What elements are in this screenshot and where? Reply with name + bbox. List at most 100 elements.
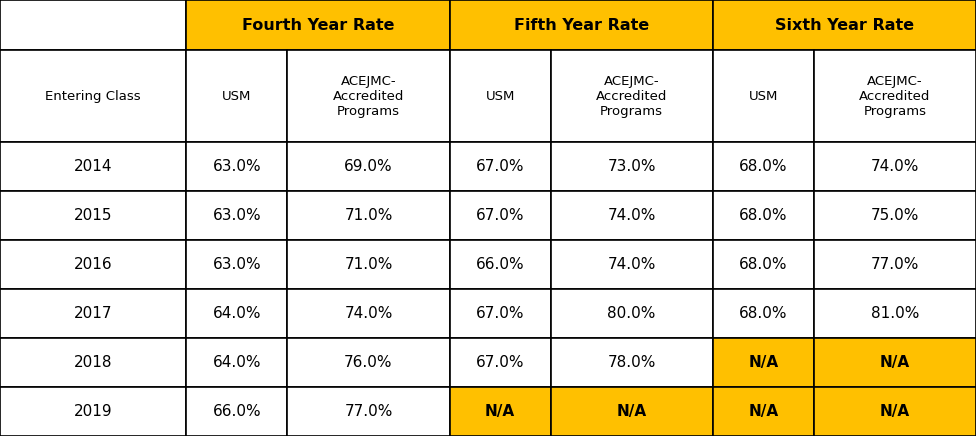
Text: 2019: 2019	[74, 404, 112, 419]
Text: 80.0%: 80.0%	[607, 306, 656, 321]
Bar	[186, 289, 287, 338]
Text: 68.0%: 68.0%	[739, 208, 788, 223]
Text: 74.0%: 74.0%	[607, 208, 656, 223]
Bar	[186, 338, 287, 387]
Bar	[712, 142, 814, 191]
Text: Entering Class: Entering Class	[46, 90, 141, 103]
Text: 68.0%: 68.0%	[739, 257, 788, 272]
Bar	[550, 387, 712, 436]
Bar	[450, 338, 550, 387]
Bar	[814, 142, 976, 191]
Text: 74.0%: 74.0%	[345, 306, 392, 321]
Text: 81.0%: 81.0%	[871, 306, 919, 321]
Bar	[450, 50, 550, 142]
Bar	[712, 387, 814, 436]
Bar	[550, 240, 712, 289]
Text: 75.0%: 75.0%	[871, 208, 919, 223]
Bar	[0, 50, 186, 142]
Text: Fifth Year Rate: Fifth Year Rate	[513, 17, 649, 33]
Text: N/A: N/A	[617, 404, 647, 419]
Text: ACEJMC-
Accredited
Programs: ACEJMC- Accredited Programs	[859, 75, 930, 118]
Bar	[0, 0, 186, 50]
Bar	[450, 289, 550, 338]
Bar	[287, 387, 450, 436]
Bar	[814, 240, 976, 289]
Text: 63.0%: 63.0%	[213, 208, 262, 223]
Text: ACEJMC-
Accredited
Programs: ACEJMC- Accredited Programs	[596, 75, 668, 118]
Text: Fourth Year Rate: Fourth Year Rate	[242, 17, 394, 33]
Bar	[186, 0, 450, 50]
Text: N/A: N/A	[749, 355, 778, 370]
Text: 74.0%: 74.0%	[607, 257, 656, 272]
Text: 66.0%: 66.0%	[475, 257, 524, 272]
Bar	[0, 338, 186, 387]
Text: 2016: 2016	[74, 257, 112, 272]
Bar	[550, 142, 712, 191]
Bar	[814, 191, 976, 240]
Bar	[287, 240, 450, 289]
Text: 68.0%: 68.0%	[739, 159, 788, 174]
Text: 76.0%: 76.0%	[345, 355, 392, 370]
Bar	[450, 0, 712, 50]
Bar	[0, 191, 186, 240]
Text: N/A: N/A	[879, 404, 910, 419]
Text: 63.0%: 63.0%	[213, 257, 262, 272]
Bar	[186, 387, 287, 436]
Text: 73.0%: 73.0%	[607, 159, 656, 174]
Bar	[186, 191, 287, 240]
Bar	[712, 240, 814, 289]
Text: 66.0%: 66.0%	[213, 404, 262, 419]
Text: 63.0%: 63.0%	[213, 159, 262, 174]
Text: 68.0%: 68.0%	[739, 306, 788, 321]
Text: 71.0%: 71.0%	[345, 257, 392, 272]
Bar	[550, 50, 712, 142]
Bar	[450, 387, 550, 436]
Text: 77.0%: 77.0%	[871, 257, 919, 272]
Bar	[712, 289, 814, 338]
Bar	[0, 142, 186, 191]
Bar	[712, 338, 814, 387]
Bar	[550, 289, 712, 338]
Bar	[287, 142, 450, 191]
Bar	[814, 387, 976, 436]
Text: 77.0%: 77.0%	[345, 404, 392, 419]
Text: USM: USM	[223, 90, 252, 103]
Bar	[287, 338, 450, 387]
Bar	[186, 50, 287, 142]
Bar	[550, 338, 712, 387]
Bar	[814, 338, 976, 387]
Bar	[186, 142, 287, 191]
Bar	[186, 240, 287, 289]
Text: 67.0%: 67.0%	[476, 159, 524, 174]
Text: 2017: 2017	[74, 306, 112, 321]
Bar	[450, 191, 550, 240]
Text: USM: USM	[749, 90, 778, 103]
Bar	[0, 289, 186, 338]
Bar	[550, 191, 712, 240]
Text: USM: USM	[485, 90, 514, 103]
Bar	[287, 289, 450, 338]
Text: 67.0%: 67.0%	[476, 355, 524, 370]
Text: 2014: 2014	[74, 159, 112, 174]
Text: 2018: 2018	[74, 355, 112, 370]
Bar	[0, 240, 186, 289]
Bar	[450, 142, 550, 191]
Text: N/A: N/A	[485, 404, 515, 419]
Text: 78.0%: 78.0%	[607, 355, 656, 370]
Bar	[287, 50, 450, 142]
Bar	[287, 191, 450, 240]
Text: 74.0%: 74.0%	[871, 159, 919, 174]
Bar	[712, 191, 814, 240]
Text: 2015: 2015	[74, 208, 112, 223]
Text: 69.0%: 69.0%	[345, 159, 392, 174]
Text: 71.0%: 71.0%	[345, 208, 392, 223]
Text: N/A: N/A	[749, 404, 778, 419]
Text: 64.0%: 64.0%	[213, 306, 262, 321]
Bar	[0, 387, 186, 436]
Bar	[450, 240, 550, 289]
Text: Sixth Year Rate: Sixth Year Rate	[775, 17, 914, 33]
Text: N/A: N/A	[879, 355, 910, 370]
Text: ACEJMC-
Accredited
Programs: ACEJMC- Accredited Programs	[333, 75, 404, 118]
Bar	[814, 289, 976, 338]
Bar	[814, 50, 976, 142]
